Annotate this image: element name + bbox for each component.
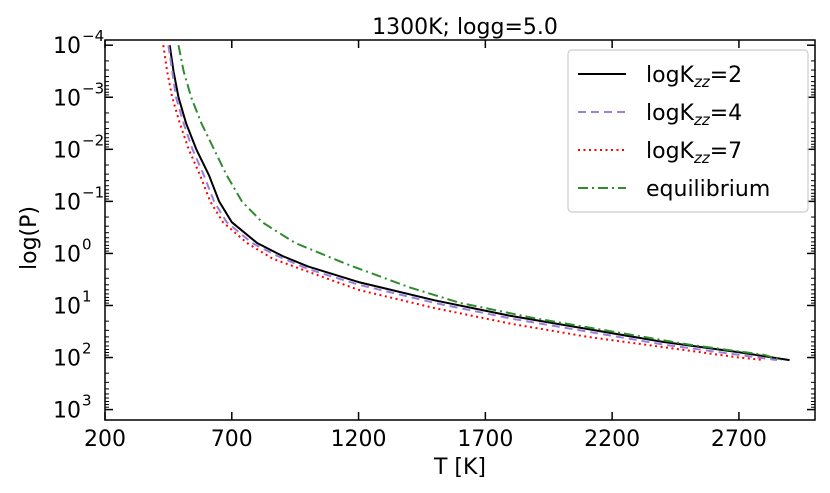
y-tick-exponent-6: 2 — [82, 340, 92, 358]
x-tick-label-3: 1700 — [457, 427, 513, 452]
x-axis-label: T [K] — [433, 455, 486, 480]
legend-label-2: logKzz=7 — [646, 139, 742, 167]
y-tick-exponent-4: 0 — [82, 235, 92, 253]
legend-label-1: logKzz=4 — [646, 101, 742, 129]
y-tick-exponent-0: −4 — [82, 27, 104, 45]
x-tick-label-1: 700 — [211, 427, 253, 452]
legend: logKzz=2 logKzz=4 logKzz=7 equilibrium — [567, 49, 809, 213]
y-tick-label-5: 10 — [53, 294, 81, 319]
plot-lines — [162, 45, 790, 362]
chart-title: 1300K; logg=5.0 — [372, 15, 558, 40]
series-line-1 — [167, 45, 778, 362]
y-axis-label: log(P) — [17, 206, 42, 270]
y-tick-exponent-5: 1 — [82, 287, 92, 305]
y-tick-label-3: 10 — [53, 190, 81, 215]
y-tick-label-6: 10 — [53, 347, 81, 372]
x-tick-label-2: 1200 — [331, 427, 387, 452]
series-line-0 — [168, 45, 790, 362]
axes: 200 700 1200 1700 2200 270010−410−310−210−110… — [53, 27, 816, 452]
y-tick-exponent-1: −3 — [82, 79, 104, 97]
y-tick-label-1: 10 — [53, 86, 81, 111]
y-tick-label-2: 10 — [53, 138, 81, 163]
y-tick-exponent-2: −2 — [82, 131, 104, 149]
legend-box — [567, 49, 809, 213]
x-tick-label-4: 2200 — [584, 427, 640, 452]
legend-label-0: logKzz=2 — [646, 63, 742, 91]
plot-frame — [104, 39, 816, 421]
y-tick-label-7: 10 — [53, 399, 81, 424]
y-tick-exponent-3: −1 — [82, 183, 104, 201]
y-tick-label-0: 10 — [53, 34, 81, 59]
x-tick-label-0: 200 — [84, 427, 126, 452]
y-tick-label-4: 10 — [53, 242, 81, 267]
legend-label-3: equilibrium — [646, 177, 770, 202]
x-tick-label-5: 2700 — [711, 427, 767, 452]
y-tick-exponent-7: 3 — [82, 392, 92, 410]
